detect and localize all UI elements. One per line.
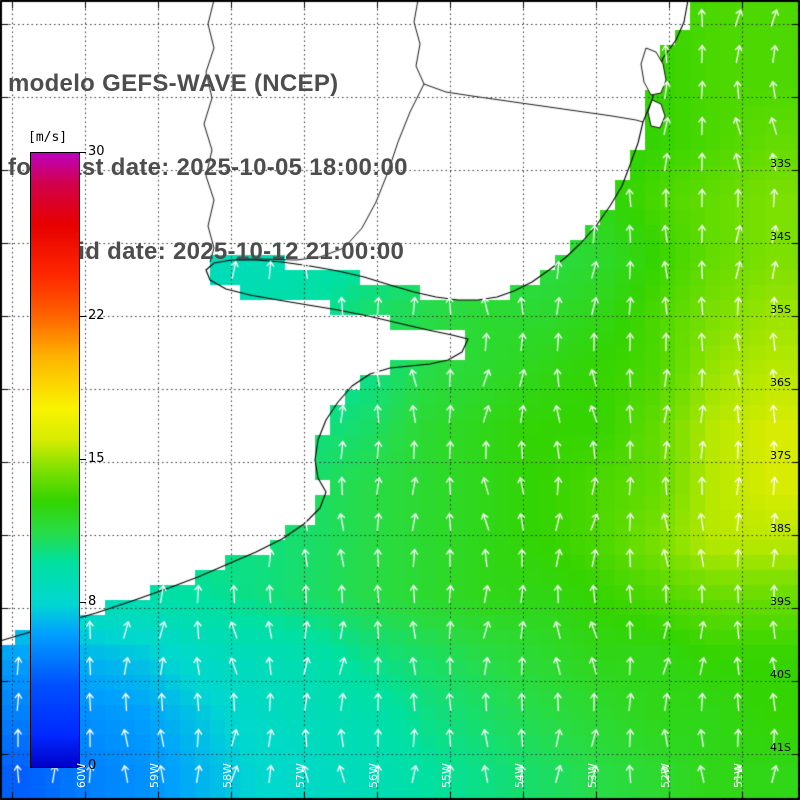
map-canvas bbox=[0, 0, 800, 800]
wave-model-figure: modelo GEFS-WAVE (NCEP) forecast date: 2… bbox=[0, 0, 800, 800]
